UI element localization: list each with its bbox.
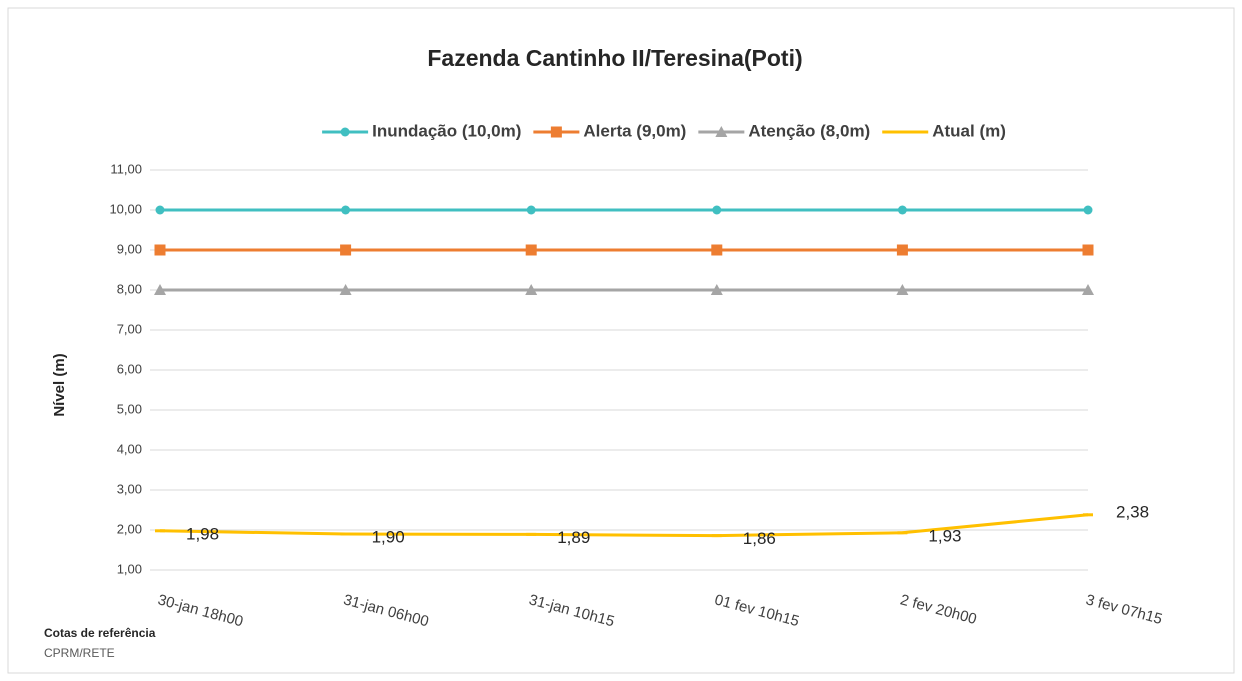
- data-point: [896, 284, 909, 295]
- legend-label: Atenção (8,0m): [748, 121, 870, 140]
- legend-label: Alerta (9,0m): [583, 121, 686, 140]
- legend-marker: [900, 130, 911, 134]
- data-point: [897, 531, 908, 535]
- data-point: [712, 205, 722, 215]
- legend-label: Atual (m): [932, 121, 1006, 140]
- legend-item: Atual (m): [882, 121, 1006, 140]
- data-point: [525, 284, 538, 295]
- data-point: [340, 244, 352, 256]
- data-point: [1082, 284, 1094, 295]
- y-tick-label: 10,00: [109, 201, 142, 216]
- data-label: 1,90: [372, 527, 405, 546]
- y-tick-label: 9,00: [117, 241, 142, 256]
- legend-item: Inundação (10,0m): [322, 121, 521, 140]
- data-point: [526, 205, 536, 215]
- data-point: [154, 244, 166, 256]
- annotation: Cotas de referência: [44, 626, 156, 640]
- data-point: [1082, 244, 1094, 256]
- y-tick-label: 4,00: [117, 441, 142, 456]
- data-point: [1083, 205, 1093, 215]
- data-label: 1,86: [743, 529, 776, 548]
- data-point: [155, 529, 165, 533]
- y-tick-label: 2,00: [117, 521, 142, 536]
- data-label: 1,89: [557, 528, 590, 547]
- data-point: [155, 205, 165, 215]
- annotation: CPRM/RETE: [44, 646, 115, 660]
- data-point: [1083, 513, 1093, 517]
- data-label: 1,93: [928, 526, 961, 545]
- y-tick-label: 8,00: [117, 281, 142, 296]
- chart-border: [7, 7, 1235, 674]
- legend-label: Inundação (10,0m): [372, 121, 521, 140]
- y-tick-label: 7,00: [117, 321, 142, 336]
- data-label: 2,38: [1116, 502, 1149, 521]
- y-tick-label: 5,00: [117, 401, 142, 416]
- data-point: [154, 284, 166, 295]
- series-line: [159, 513, 1089, 538]
- data-point: [711, 244, 723, 256]
- data-point: [340, 532, 351, 536]
- legend-item: Alerta (9,0m): [533, 121, 686, 140]
- data-point: [896, 244, 908, 256]
- data-point: [341, 205, 351, 215]
- data-point: [710, 284, 723, 295]
- data-point: [711, 534, 722, 538]
- legend-item: Atenção (8,0m): [698, 121, 870, 140]
- data-point: [897, 205, 907, 215]
- y-axis-label: Nível (m): [51, 353, 68, 416]
- data-point: [339, 284, 352, 295]
- data-point: [525, 244, 537, 256]
- legend-marker: [550, 126, 562, 138]
- legend-marker: [340, 127, 350, 137]
- y-tick-label: 11,00: [110, 161, 142, 176]
- y-tick-label: 6,00: [117, 361, 142, 376]
- y-tick-label: 3,00: [117, 481, 142, 496]
- legend-marker: [715, 126, 728, 137]
- data-point: [526, 532, 537, 536]
- y-tick-label: 1,00: [117, 561, 142, 576]
- data-label: 1,98: [186, 524, 219, 543]
- chart-title: Fazenda Cantinho II/Teresina(Poti): [427, 45, 802, 71]
